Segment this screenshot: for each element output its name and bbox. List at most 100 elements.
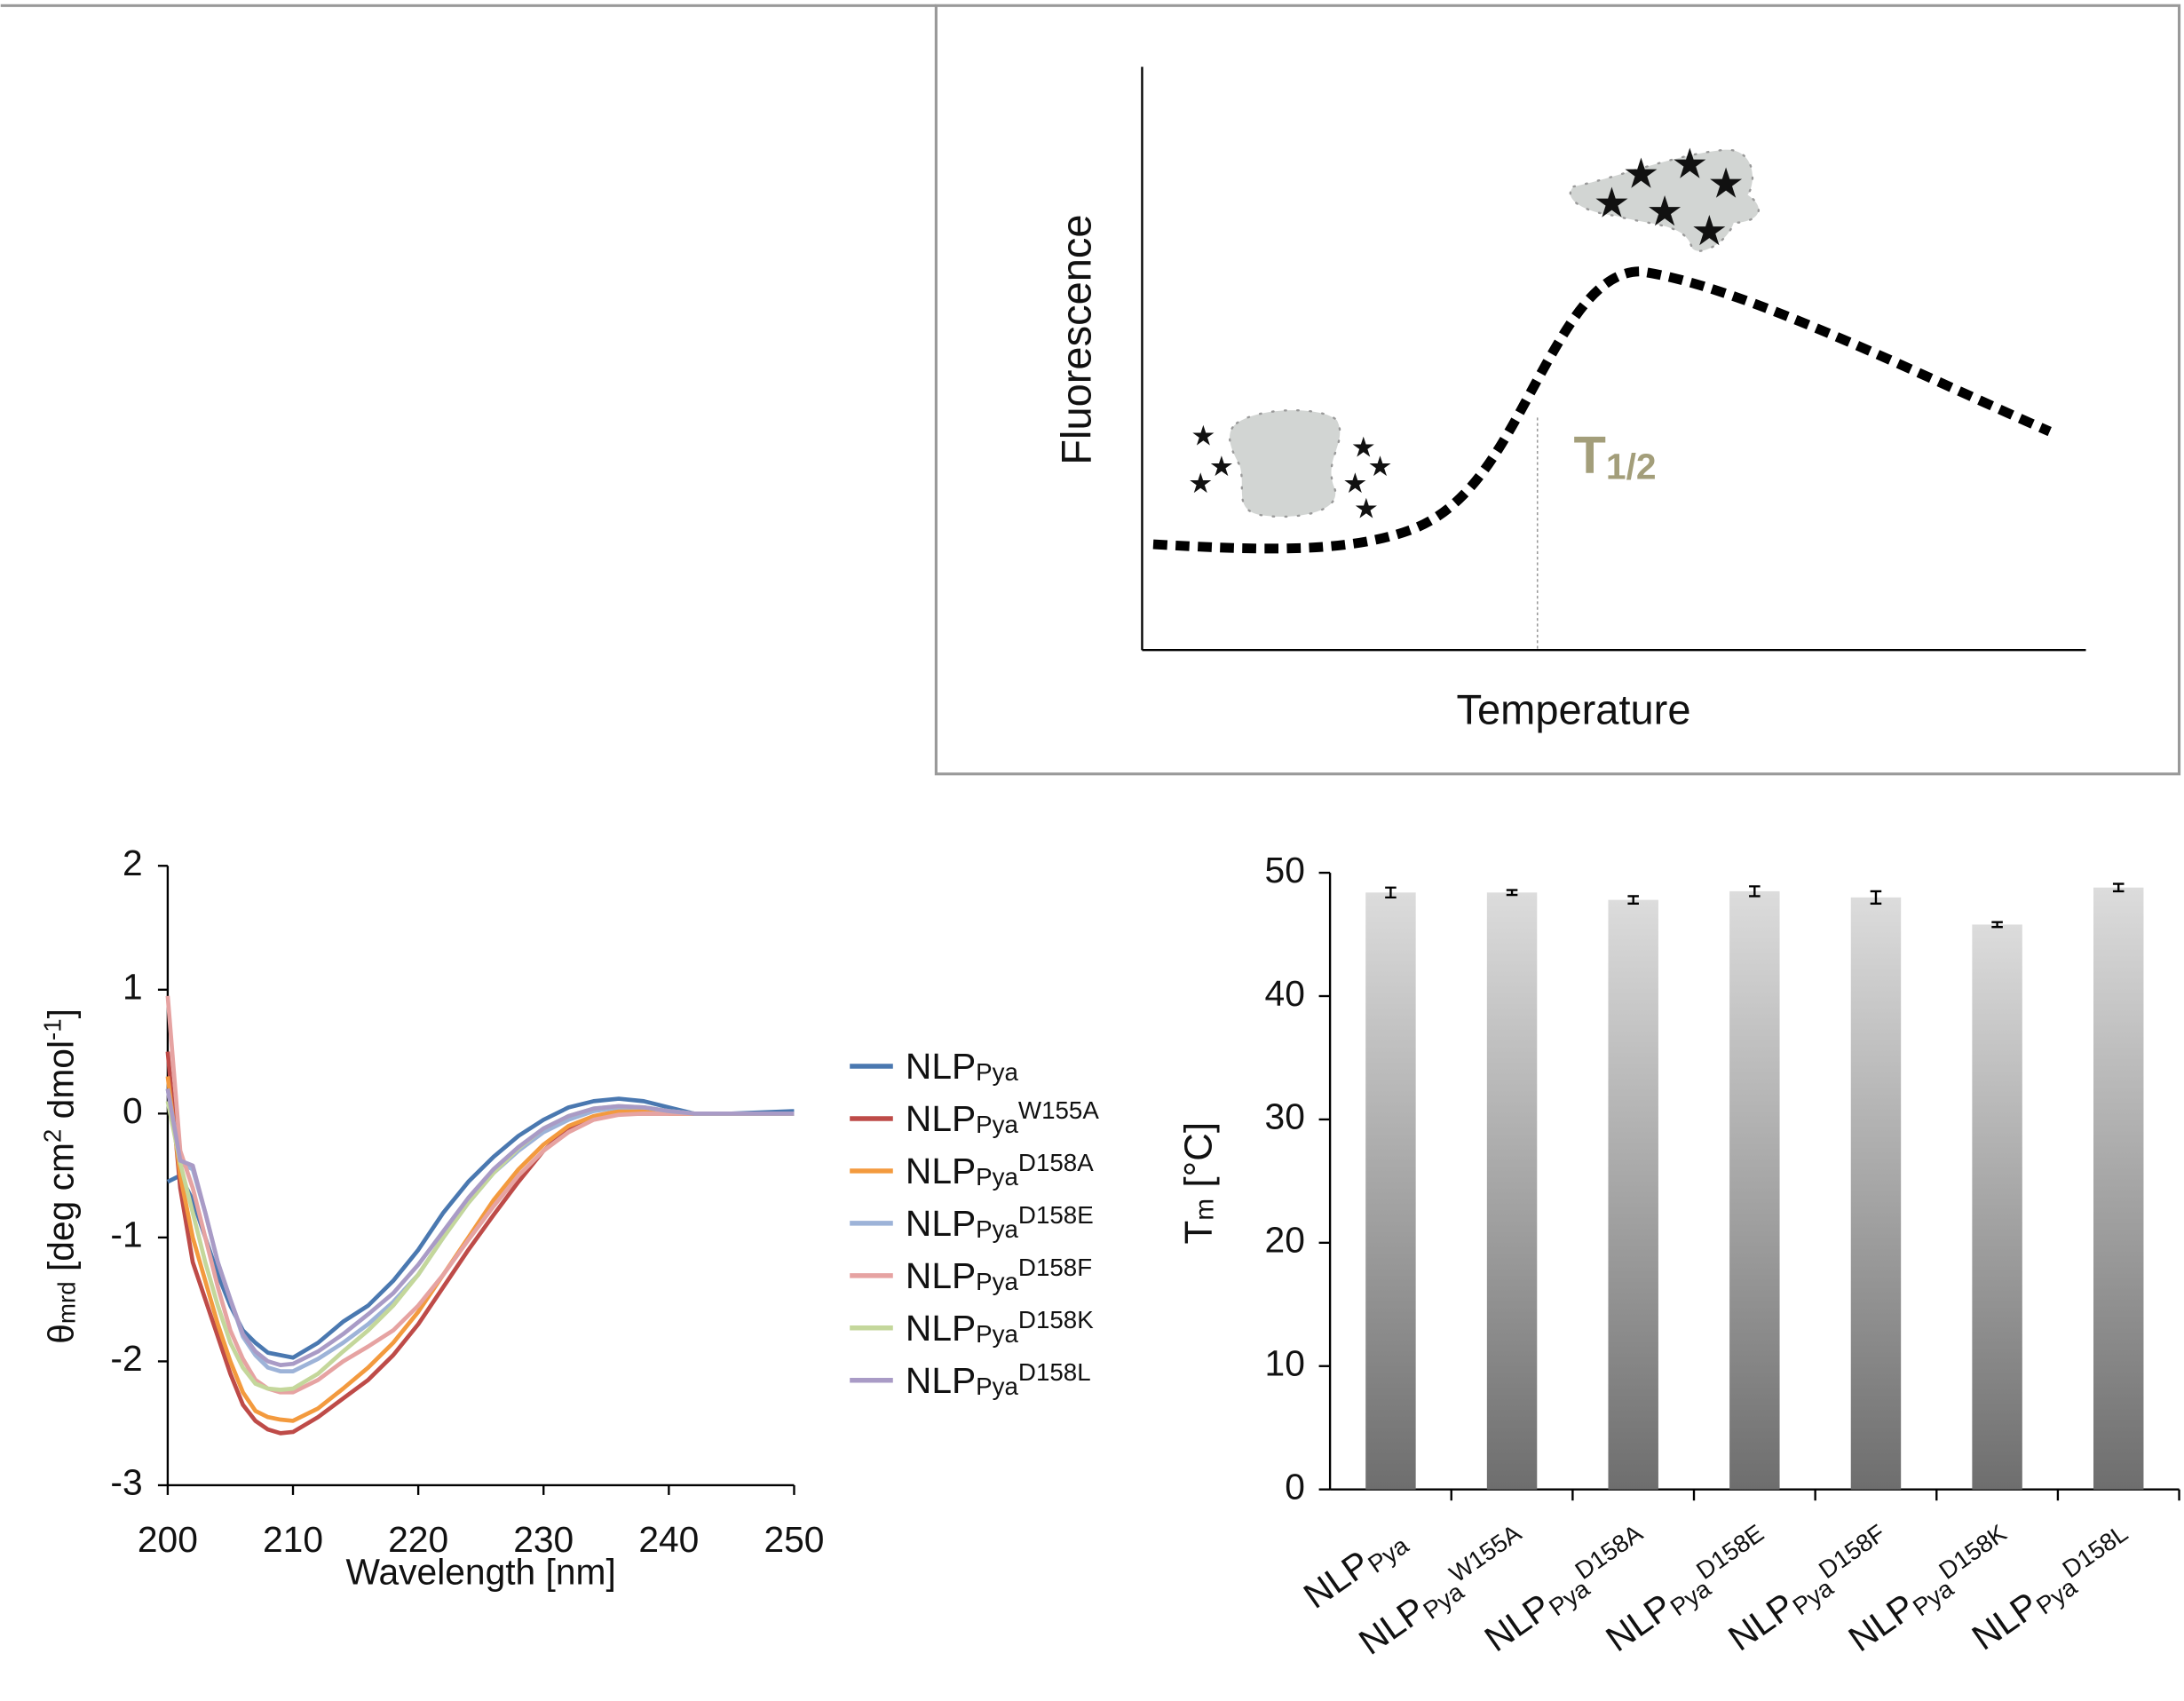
x-tick-label: 210 <box>263 1519 323 1560</box>
series-line <box>165 1076 795 1423</box>
y-tick-label: 20 <box>1265 1220 1305 1261</box>
dye-star: ★ <box>1209 451 1234 482</box>
bound-dye: ★ ★ ★ ★ ★ ★ <box>1593 140 1745 254</box>
label-part: NLP <box>906 1255 976 1296</box>
label-part: Pya <box>976 1320 1018 1348</box>
bar <box>1850 897 1902 1490</box>
legend-label: NLPPyaD158L <box>906 1358 1091 1401</box>
folded-protein <box>1229 408 1341 518</box>
y-tick-label: 0 <box>123 1090 143 1131</box>
label-part: D158K <box>1935 1519 2013 1585</box>
error-bar <box>2112 882 2125 893</box>
x-tick-label: 200 <box>138 1519 198 1560</box>
label-part: Pya <box>976 1112 1018 1139</box>
label-part: D158A <box>1571 1519 1649 1585</box>
error-bar <box>1506 889 1518 897</box>
series-line <box>165 1051 795 1436</box>
label-part: T <box>1176 1221 1220 1245</box>
label-part: m <box>1191 1199 1220 1221</box>
legend-label: NLPPyaD158F <box>906 1254 1092 1296</box>
y-tick-label: 2 <box>123 843 143 883</box>
unfolded-protein <box>1569 148 1760 252</box>
dye-star: ★ <box>1188 468 1213 499</box>
legend-label: NLPPyaD158E <box>906 1201 1094 1244</box>
bar <box>1729 890 1780 1490</box>
dye-star: ★ <box>1707 160 1745 207</box>
label-part: W155A <box>1018 1096 1099 1124</box>
legend-label: NLPPyaD158A <box>906 1149 1094 1191</box>
label-part: [°C] <box>1176 1122 1220 1199</box>
bar <box>2093 887 2144 1490</box>
label-part: Pya <box>976 1164 1018 1191</box>
y-tick-label: 50 <box>1265 850 1305 890</box>
label-part: dmol <box>40 1040 81 1129</box>
schematic-y-label: Fluorescence <box>1052 214 1099 464</box>
label-part: D158F <box>1814 1519 1890 1584</box>
label-part: W155A <box>1444 1519 1527 1588</box>
y-tick-label: 10 <box>1265 1343 1305 1384</box>
y-axis-label: Tm [°C] <box>1176 1122 1220 1245</box>
label-part: Pya <box>976 1059 1018 1087</box>
y-tick-label: 0 <box>1285 1466 1305 1507</box>
label-part: 2 <box>38 1129 66 1143</box>
label-part: NLP <box>906 1151 976 1191</box>
midpoint-label-sub: 1/2 <box>1606 446 1657 487</box>
schematic-frame <box>934 4 2181 776</box>
free-dye: ★ ★ ★ ★ ★ ★ ★ <box>1188 421 1392 525</box>
bar <box>1608 899 1658 1490</box>
label-part: NLP <box>906 1098 976 1139</box>
series-line <box>166 1096 795 1360</box>
label-part: NLP <box>906 1203 976 1244</box>
label-part: D158F <box>1018 1254 1092 1281</box>
y-tick-label: 1 <box>123 967 143 1008</box>
label-part: D158E <box>1018 1201 1094 1229</box>
dye-star: ★ <box>1622 150 1659 197</box>
label-part: [deg cm <box>40 1143 81 1281</box>
label-part: Pya <box>976 1268 1018 1295</box>
midpoint-label-main: T <box>1574 425 1606 485</box>
dye-star: ★ <box>1351 431 1376 463</box>
x-tick-label: 250 <box>764 1519 824 1560</box>
dye-star: ★ <box>1367 451 1392 482</box>
label-part: D158L <box>2058 1519 2133 1583</box>
error-bar <box>1385 886 1397 899</box>
schematic-x-label: Temperature <box>1457 685 1691 732</box>
dye-star: ★ <box>1646 187 1683 234</box>
error-bar <box>1991 921 2003 929</box>
midpoint-label: T1/2 <box>1574 425 1657 487</box>
y-tick-label: 40 <box>1265 973 1305 1014</box>
x-tick-label: 220 <box>388 1519 448 1560</box>
label-part: D158L <box>1018 1358 1091 1386</box>
melting-curve <box>1152 266 2052 554</box>
dye-star: ★ <box>1354 493 1379 524</box>
y-tick-label: -2 <box>110 1338 142 1379</box>
legend-label: NLPPyaD158K <box>906 1306 1094 1349</box>
error-bar <box>1627 895 1639 905</box>
dye-star: ★ <box>1593 179 1630 226</box>
schematic: ★ ★ ★ ★ ★ ★ ★ ★ ★ ★ ★ ★ ★ Fluorescence T… <box>934 4 2181 776</box>
dye-star: ★ <box>1191 421 1215 452</box>
y-axis-label: θmrd [deg cm2 dmol-1] <box>38 1009 81 1344</box>
bar <box>1972 924 2022 1490</box>
label-part: D158E <box>1691 1519 1769 1585</box>
bar <box>1486 892 1538 1490</box>
label-part: Pya <box>976 1216 1018 1244</box>
series-line <box>165 1088 795 1367</box>
label-part: D158A <box>1018 1149 1094 1176</box>
y-tick-label: -1 <box>110 1214 142 1255</box>
bar <box>1365 892 1416 1490</box>
label-part: mrd <box>53 1281 81 1324</box>
label-part: NLP <box>906 1308 976 1349</box>
dye-star: ★ <box>1690 207 1728 254</box>
x-axis-label: Wavelength [nm] <box>346 1551 616 1592</box>
dye-star: ★ <box>1671 140 1708 187</box>
y-tick-label: -3 <box>110 1462 142 1503</box>
label-part: ] <box>40 1009 81 1018</box>
label-part: NLP <box>906 1046 976 1087</box>
legend-label: NLPPyaW155A <box>906 1096 1099 1139</box>
label-part: Pya <box>976 1373 1018 1400</box>
x-tick-label: 240 <box>638 1519 699 1560</box>
y-tick-label: 30 <box>1265 1096 1305 1137</box>
